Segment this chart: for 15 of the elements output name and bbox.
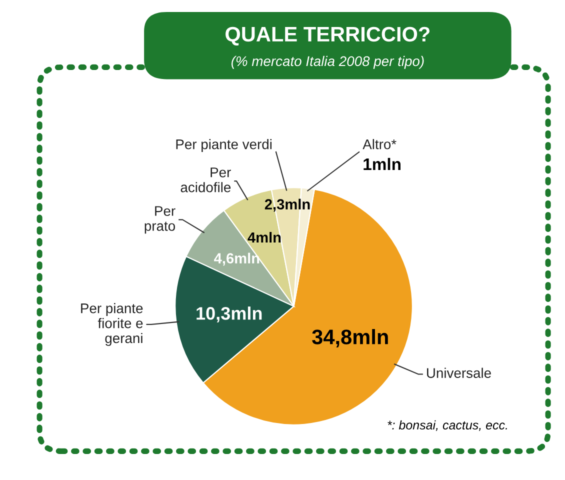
slice-label: Per piante verdi — [176, 139, 272, 152]
chart-subtitle: (% mercato Italia 2008 per tipo) — [231, 56, 424, 69]
slice-label: Altro* — [362, 139, 396, 150]
data-label: 4mln — [248, 232, 281, 243]
chart-title: QUALE TERRICCIO? — [226, 26, 430, 46]
data-label: 4,6mln — [214, 252, 260, 266]
data-label: 10,3mln — [196, 306, 262, 322]
slice-label: Universale — [427, 368, 491, 378]
data-label: 1mln — [364, 158, 400, 170]
slice-label: Per acidofile — [180, 168, 231, 192]
data-label: 2,3mln — [264, 198, 310, 212]
slice-label: Per piante fiorite e gerani — [81, 303, 143, 346]
slice-label: Per prato — [144, 206, 176, 234]
data-label: 34,8mln — [312, 329, 388, 348]
text: *: bonsai, cactus, ecc. — [388, 420, 507, 432]
